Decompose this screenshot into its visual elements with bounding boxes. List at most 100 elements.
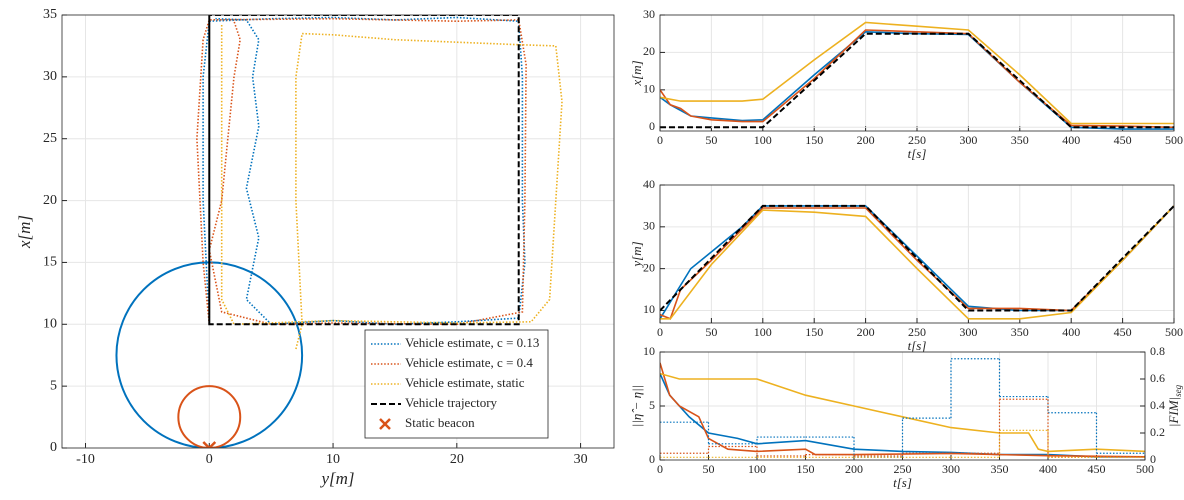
series-line xyxy=(660,32,1174,129)
y-tick-label: 30 xyxy=(43,69,57,84)
y2-axis-label-main: |FIM| xyxy=(1166,397,1181,427)
y-tick-label: 10 xyxy=(643,344,655,358)
subplot: 0 50 100 150 200 250 300 350 400 450 500 10 20 30 40 t[… xyxy=(629,177,1183,353)
x-tick-label: 250 xyxy=(908,133,926,147)
legend: Vehicle estimate, c = 0.13 Vehicle estima… xyxy=(364,329,549,439)
plot-content xyxy=(115,15,563,448)
y-tick-label: 5 xyxy=(649,398,655,412)
y-axis-label: x[m] xyxy=(15,215,34,249)
x-tick-label: 500 xyxy=(1165,325,1183,339)
x-tick-label: 10 xyxy=(326,452,340,467)
x-tick-label: 450 xyxy=(1088,462,1106,476)
y-tick-label: 10 xyxy=(643,302,655,316)
y2-axis-label-sub: seg xyxy=(1173,384,1183,396)
y-tick-label: 25 xyxy=(43,131,57,146)
x-tick-label: 350 xyxy=(1011,325,1029,339)
series-line xyxy=(660,372,1145,453)
y-tick-label: 20 xyxy=(643,44,655,58)
legend-label: Vehicle estimate, c = 0.13 xyxy=(405,335,539,350)
x-tick-label: 400 xyxy=(1062,325,1080,339)
x-tick-label: 300 xyxy=(942,462,960,476)
subplot: -10 0 10 20 30 0 5 10 15 20 25 30 35 y[m] x[m] Vehicle … xyxy=(15,7,615,488)
y-tick-label: 10 xyxy=(43,317,57,332)
x-tick-label: 350 xyxy=(991,462,1009,476)
legend-label: Static beacon xyxy=(405,415,475,430)
y2-axis-label: |FIM|seg xyxy=(1166,384,1183,427)
series-line xyxy=(208,15,520,326)
y-axis-label: x[m] xyxy=(629,60,644,86)
x-tick-label: -10 xyxy=(76,452,95,467)
x-tick-label: 450 xyxy=(1114,325,1132,339)
y2-tick-label: 0.8 xyxy=(1150,344,1165,358)
x-tick-label: 200 xyxy=(857,133,875,147)
plot-content xyxy=(660,21,1174,130)
y-tick-label: 0 xyxy=(649,452,655,466)
legend-swatch xyxy=(379,418,391,430)
series-line xyxy=(660,373,1145,458)
x-tick-label: 300 xyxy=(959,133,977,147)
x-tick-label: 0 xyxy=(657,325,663,339)
x-tick-label: 250 xyxy=(908,325,926,339)
x-tick-label: 30 xyxy=(574,452,588,467)
x-tick-label: 0 xyxy=(657,133,663,147)
plot-content xyxy=(660,204,1174,320)
y-tick-label: 0 xyxy=(50,440,57,455)
y-tick-label: 30 xyxy=(643,219,655,233)
y2-tick-label: 0.4 xyxy=(1150,398,1165,412)
axes-frame xyxy=(659,184,1175,324)
x-tick-label: 50 xyxy=(705,133,717,147)
x-tick-label: 50 xyxy=(705,325,717,339)
subplot: 0 50 100 150 200 250 300 350 400 450 500 0 10 20 30 t[s… xyxy=(629,7,1183,161)
marker xyxy=(202,441,217,448)
y2-tick-label: 0 xyxy=(1150,452,1156,466)
x-tick-label: 500 xyxy=(1136,462,1154,476)
x-tick-label: 100 xyxy=(754,133,772,147)
subplot: 0 50 100 150 200 250 300 350 400 450 500051000.20.… xyxy=(629,344,1183,490)
x-axis-label: t[s] xyxy=(908,146,927,161)
x-axis-label: t[s] xyxy=(893,475,912,490)
x-tick-label: 0 xyxy=(206,452,213,467)
plot-content xyxy=(660,358,1145,458)
x-tick-label: 400 xyxy=(1062,133,1080,147)
legend-label: Vehicle estimate, c = 0.4 xyxy=(405,355,533,370)
y2-tick-label: 0.2 xyxy=(1150,425,1165,439)
x-tick-label: 350 xyxy=(1011,133,1029,147)
y-tick-label: 0 xyxy=(649,119,655,133)
y-axis-label: ||η̂ − η|| xyxy=(629,385,644,427)
y-tick-label: 40 xyxy=(643,177,655,191)
y-tick-label: 15 xyxy=(43,255,57,270)
y-tick-label: 35 xyxy=(43,7,57,22)
series-line xyxy=(220,23,563,350)
y-axis-label: y[m] xyxy=(629,241,644,268)
series-line xyxy=(660,205,1174,320)
x-tick-label: 50 xyxy=(703,462,715,476)
x-axis-label: y[m] xyxy=(319,469,354,488)
x-tick-label: 300 xyxy=(959,325,977,339)
x-tick-label: 250 xyxy=(894,462,912,476)
y-tick-label: 20 xyxy=(43,193,57,208)
y-tick-label: 30 xyxy=(643,7,655,21)
y-tick-label: 5 xyxy=(50,378,57,393)
x-tick-label: 200 xyxy=(857,325,875,339)
series-line xyxy=(660,204,1174,312)
x-tick-label: 400 xyxy=(1039,462,1057,476)
series-line xyxy=(202,16,526,326)
legend-label: Vehicle trajectory xyxy=(405,395,498,410)
series-line xyxy=(196,17,527,326)
x-tick-label: 150 xyxy=(805,133,823,147)
x-tick-label: 150 xyxy=(805,325,823,339)
legend-label: Vehicle estimate, static xyxy=(405,375,525,390)
x-tick-label: 200 xyxy=(845,462,863,476)
x-tick-label: 150 xyxy=(797,462,815,476)
x-tick-label: 100 xyxy=(748,462,766,476)
x-tick-label: 0 xyxy=(657,462,663,476)
y-tick-label: 10 xyxy=(643,82,655,96)
x-axis-label: t[s] xyxy=(908,338,927,353)
axes-frame xyxy=(659,351,1146,461)
x-tick-label: 100 xyxy=(754,325,772,339)
y2-tick-label: 0.6 xyxy=(1150,371,1165,385)
axes-frame xyxy=(61,14,615,449)
axes-frame xyxy=(659,14,1175,132)
y-tick-label: 20 xyxy=(643,260,655,274)
